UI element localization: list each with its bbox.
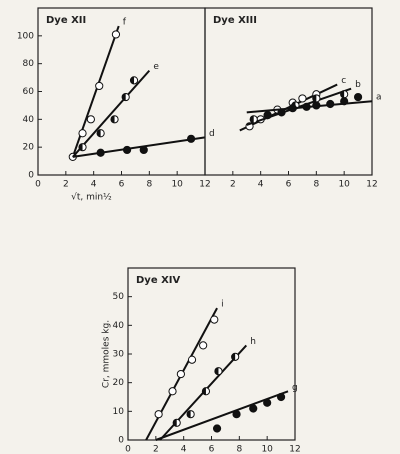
data-point bbox=[231, 352, 240, 361]
fit-line bbox=[155, 390, 289, 441]
data-point bbox=[340, 90, 349, 99]
x-tick-label: 2 bbox=[153, 445, 159, 454]
fit-line bbox=[239, 83, 338, 132]
fit-line bbox=[72, 69, 151, 158]
data-point bbox=[249, 115, 258, 124]
data-point bbox=[176, 369, 185, 379]
x-tick-label: 4 bbox=[258, 180, 264, 190]
y-axis-label: Cr, mmoles kg. bbox=[102, 320, 112, 388]
x-tick-label: 12 bbox=[199, 180, 210, 190]
y-tick-label: 40 bbox=[113, 321, 125, 331]
data-point bbox=[122, 145, 132, 155]
x-tick-label: 2 bbox=[230, 180, 236, 190]
data-point bbox=[212, 424, 222, 433]
data-point bbox=[168, 387, 177, 396]
y-tick-label: 50 bbox=[113, 292, 125, 302]
data-point bbox=[186, 134, 196, 143]
data-point bbox=[154, 410, 163, 419]
x-tick-label: 12 bbox=[366, 180, 377, 190]
x-tick-label: 6 bbox=[119, 180, 125, 190]
data-point bbox=[210, 315, 219, 324]
x-tick-label: 8 bbox=[313, 180, 319, 190]
y-tick-label: 100 bbox=[17, 31, 34, 41]
data-point bbox=[110, 115, 119, 124]
y-tick-label: 80 bbox=[23, 59, 35, 69]
data-point bbox=[263, 398, 272, 407]
data-point bbox=[139, 145, 148, 155]
y-tick-label: 0 bbox=[28, 171, 34, 181]
x-tick-label: 4 bbox=[91, 180, 97, 190]
data-point bbox=[232, 410, 241, 419]
fit-line bbox=[71, 25, 120, 158]
panel-title: Dye XIII bbox=[213, 15, 257, 26]
data-point bbox=[96, 129, 105, 138]
series-label: d bbox=[209, 129, 215, 139]
x-tick-label: 12 bbox=[289, 445, 300, 454]
data-point bbox=[199, 341, 208, 350]
data-point bbox=[249, 404, 258, 413]
data-point bbox=[326, 99, 335, 109]
data-point bbox=[288, 104, 297, 113]
series-label: a bbox=[376, 93, 382, 103]
data-point bbox=[111, 30, 121, 39]
x-tick-label: 0 bbox=[35, 180, 41, 190]
data-point bbox=[353, 92, 363, 102]
data-point bbox=[302, 102, 311, 111]
series-label: i bbox=[221, 300, 224, 310]
y-tick-label: 30 bbox=[113, 350, 125, 360]
series-label: g bbox=[292, 383, 298, 393]
x-tick-label: 6 bbox=[286, 180, 292, 190]
y-tick-label: 60 bbox=[23, 87, 35, 97]
x-tick-label: 6 bbox=[209, 445, 215, 454]
data-point bbox=[121, 92, 130, 102]
y-tick-label: 20 bbox=[113, 378, 125, 388]
x-tick-label: 10 bbox=[261, 445, 273, 454]
data-point bbox=[312, 94, 321, 103]
series-label: e bbox=[153, 62, 159, 72]
data-point bbox=[214, 367, 223, 376]
x-tick-label: 10 bbox=[338, 180, 350, 190]
data-point bbox=[276, 392, 286, 402]
y-tick-label: 0 bbox=[118, 436, 124, 446]
plot-frame bbox=[127, 267, 296, 441]
data-point bbox=[86, 115, 95, 124]
data-point bbox=[201, 387, 211, 396]
x-tick-label: 0 bbox=[125, 445, 131, 454]
series-label: h bbox=[250, 337, 256, 347]
y-tick-label: 10 bbox=[113, 407, 125, 417]
data-point bbox=[186, 410, 195, 419]
data-point bbox=[78, 143, 87, 152]
panel-title: Dye XII bbox=[46, 15, 86, 26]
x-tick-label: 8 bbox=[146, 180, 152, 190]
x-tick-label: 2 bbox=[63, 180, 69, 190]
series-label: f bbox=[123, 18, 127, 28]
data-point bbox=[129, 76, 139, 85]
data-point bbox=[96, 148, 105, 157]
y-tick-label: 20 bbox=[23, 143, 35, 153]
data-point bbox=[312, 101, 321, 110]
x-tick-label: 10 bbox=[171, 180, 183, 190]
data-point bbox=[78, 129, 87, 138]
data-point bbox=[340, 97, 349, 106]
x-tick-label: 4 bbox=[181, 445, 187, 454]
data-point bbox=[298, 94, 307, 103]
data-point bbox=[277, 108, 286, 117]
series-label: c bbox=[341, 76, 346, 86]
y-tick-label: 40 bbox=[23, 115, 35, 125]
series-label: b bbox=[355, 80, 361, 90]
fit-line bbox=[72, 136, 206, 158]
panel-title: Dye XIV bbox=[136, 275, 181, 286]
data-point bbox=[172, 418, 181, 427]
x-tick-label: 8 bbox=[236, 445, 242, 454]
data-point bbox=[187, 355, 197, 364]
data-point bbox=[95, 81, 104, 91]
data-point bbox=[263, 111, 272, 120]
x-axis-label: √t, min½ bbox=[71, 192, 112, 203]
